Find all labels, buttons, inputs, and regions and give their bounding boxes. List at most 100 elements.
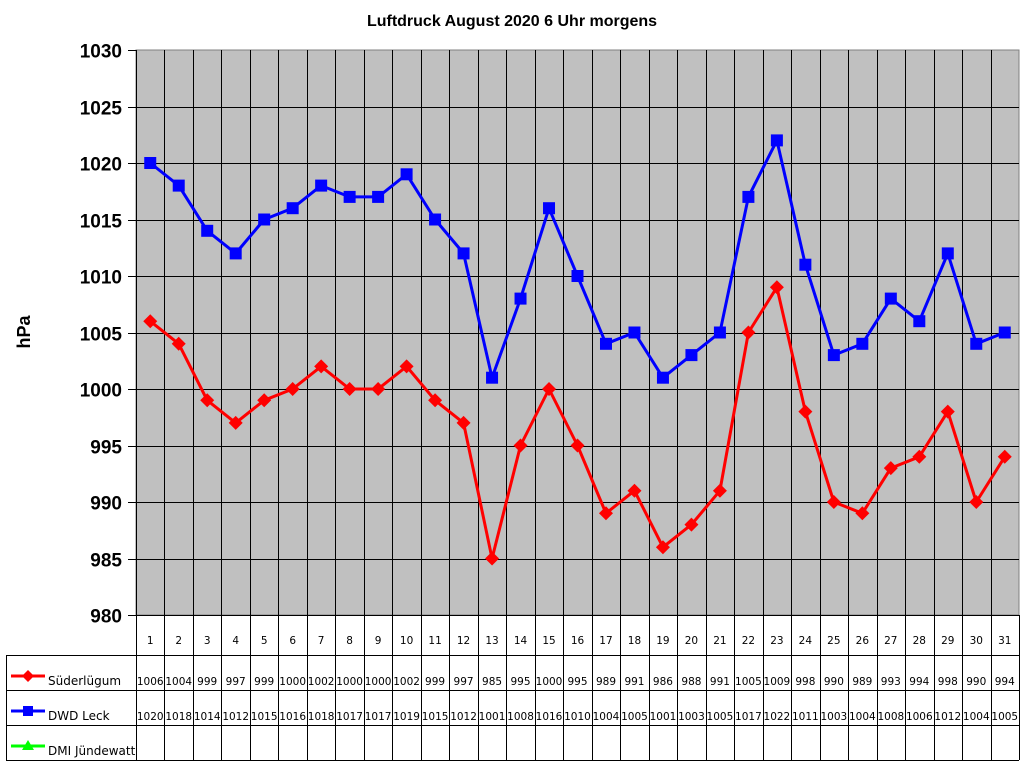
table-cell: 997: [454, 676, 474, 688]
square-marker-icon: [970, 337, 983, 350]
square-marker-icon: [486, 371, 499, 384]
diamond-marker-icon: [342, 382, 357, 396]
table-cell: 990: [966, 676, 986, 688]
square-marker-icon: [400, 168, 413, 181]
day-label: 9: [375, 635, 382, 647]
table-cell: 1006: [906, 711, 933, 723]
table-cell: 986: [653, 676, 673, 688]
square-marker-icon: [685, 349, 698, 362]
table-cell: 1000: [336, 676, 363, 688]
diamond-marker-icon: [200, 393, 215, 408]
table-cell: 998: [938, 676, 958, 688]
diamond-marker-icon: [371, 382, 386, 396]
square-marker-icon: [856, 337, 869, 350]
table-cell: 1017: [336, 711, 363, 723]
diamond-marker-icon: [22, 670, 34, 682]
day-label: 31: [998, 635, 1011, 647]
legend-label: DMI Jündewatt: [48, 744, 136, 758]
table-cell: 1017: [365, 711, 392, 723]
day-label: 20: [685, 635, 698, 647]
table-cell: 1008: [507, 711, 534, 723]
table-row: Süderlügum 1006 1004 999 997 999 1000 1002 1000 1…: [11, 670, 1015, 688]
diamond-marker-icon: [684, 517, 699, 532]
chart-title: Luftdruck August 2020 6 Uhr morgens: [367, 13, 657, 30]
y-axis-ticks: 980 985 990 995 1000 1005 1010 1015 1020 1025 1030: [80, 42, 136, 628]
day-label: 29: [941, 635, 954, 647]
table-cell: 1002: [393, 676, 420, 688]
triangle-marker-icon: [22, 740, 34, 750]
diamond-marker-icon: [855, 506, 870, 521]
table-cell: 1015: [251, 711, 278, 723]
table-cell: 995: [511, 676, 531, 688]
diamond-marker-icon: [798, 404, 813, 419]
diamond-marker-icon: [741, 325, 756, 340]
diamond-marker-icon: [228, 415, 243, 430]
day-label: 23: [770, 635, 783, 647]
diamond-marker-icon: [883, 461, 898, 476]
day-label: 13: [485, 635, 498, 647]
day-label: 30: [970, 635, 983, 647]
day-label: 11: [428, 635, 441, 647]
y-tick-label: 1005: [80, 325, 123, 346]
diamond-marker-icon: [143, 314, 158, 329]
square-marker-icon: [258, 213, 271, 226]
table-cell: 1010: [564, 711, 591, 723]
series-dwd-leck: [144, 134, 1011, 384]
table-cell: 1012: [222, 711, 249, 723]
table-cell: 1005: [991, 711, 1018, 723]
square-marker-icon: [543, 202, 556, 215]
y-axis-label: hPa: [14, 315, 34, 349]
y-tick-label: 1010: [80, 268, 122, 289]
table-cell: 1001: [479, 711, 506, 723]
day-label: 8: [346, 635, 353, 647]
table-cell: 999: [197, 676, 217, 688]
y-tick-label: 990: [90, 494, 122, 515]
square-marker-icon: [343, 190, 356, 203]
day-label: 17: [599, 635, 612, 647]
table-cell: 1018: [165, 711, 192, 723]
square-marker-icon: [172, 179, 185, 192]
day-label: 5: [261, 635, 268, 647]
table-cell: 1008: [877, 711, 904, 723]
y-tick-label: 985: [90, 551, 122, 572]
day-label: 18: [628, 635, 641, 647]
table-cell: 1018: [308, 711, 335, 723]
day-label: 16: [571, 635, 585, 647]
day-label: 21: [713, 635, 726, 647]
table-cell: 1012: [934, 711, 961, 723]
square-marker-icon: [827, 349, 840, 362]
day-label: 19: [656, 635, 669, 647]
square-marker-icon: [998, 326, 1011, 339]
square-marker-icon: [628, 326, 641, 339]
table-cell: 1015: [422, 711, 449, 723]
day-label: 3: [204, 635, 211, 647]
square-marker-icon: [286, 202, 299, 215]
diamond-marker-icon: [542, 382, 557, 396]
day-label: 6: [289, 635, 296, 647]
day-label: 27: [884, 635, 897, 647]
table-cell: 1016: [279, 711, 306, 723]
table-cell: 997: [226, 676, 246, 688]
diamond-marker-icon: [655, 540, 670, 555]
y-tick-label: 1020: [80, 155, 122, 176]
table-cell: 1011: [792, 711, 819, 723]
table-cell: 1000: [279, 676, 306, 688]
diamond-marker-icon: [826, 495, 841, 509]
table-cell: 1001: [650, 711, 677, 723]
diamond-marker-icon: [456, 415, 471, 430]
diamond-marker-icon: [513, 438, 528, 453]
table-cell: 989: [852, 676, 872, 688]
table-cell: 989: [596, 676, 616, 688]
square-marker-icon: [315, 179, 328, 192]
table-cell: 994: [909, 676, 929, 688]
square-marker-icon: [599, 337, 612, 350]
day-label: 25: [827, 635, 840, 647]
diamond-marker-icon: [171, 336, 186, 351]
diamond-marker-icon: [969, 495, 984, 509]
y-tick-label: 1000: [80, 381, 122, 402]
plot-area: [135, 49, 1020, 616]
diamond-marker-icon: [285, 382, 300, 396]
diamond-marker-icon: [997, 449, 1012, 464]
square-marker-icon: [713, 326, 726, 339]
square-marker-icon: [941, 247, 954, 260]
